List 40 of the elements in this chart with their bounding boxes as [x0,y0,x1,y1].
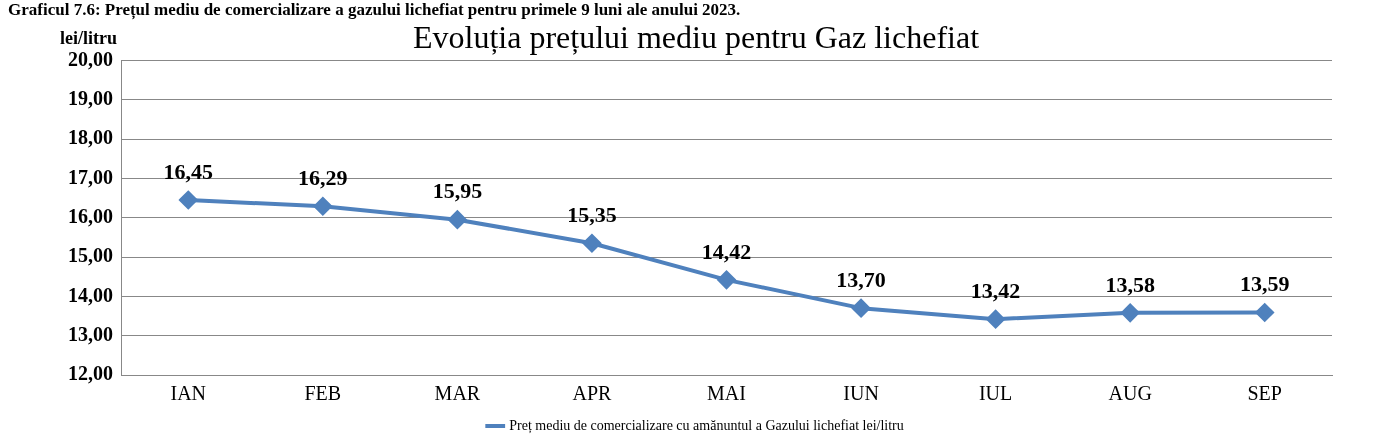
point [986,310,1005,329]
x-tick-label: APR [572,382,613,405]
x-tick-label: IUL [978,382,1013,405]
y-tick-label: 14,00 [68,283,113,306]
y-tick-label: 17,00 [68,165,113,188]
y-tick-label: 15,00 [68,244,113,267]
data-label: 13,59 [1239,271,1290,297]
x-tick-label: SEP [1247,382,1282,405]
x-tick-label: MAI [707,382,746,405]
x-tick-label: IAN [170,382,207,405]
y-tick-label: 13,00 [68,322,113,345]
data-label: 16,29 [298,164,348,190]
text: Graficul 7.6: Prețul mediu de comercializare a gazului lichefiat pentru primele 9 luni ale anului 2023. [7,0,742,20]
y-tick-label: 20,00 [68,47,113,70]
data-label: 13,70 [836,266,886,292]
data-label: 14,42 [701,238,752,264]
chart-title: Evoluția prețului mediu pentru Gaz lichefiat [412,18,980,55]
y-tick-label: 16,00 [68,204,113,227]
y-axis-title: lei/litru [60,28,117,49]
legend-label: Preț mediu de comercializare cu amănuntul a Gazului lichefiat lei/litru [509,417,904,434]
x-tick-label: AUG [1108,382,1152,405]
x-tick-label: IUN [843,382,879,405]
data-label: 13,58 [1105,271,1155,297]
point [1121,303,1140,322]
point [582,234,601,253]
y-tick-label: 19,00 [68,86,113,109]
data-label: 15,35 [567,201,617,227]
point [852,299,871,318]
point [179,191,198,209]
point [1255,303,1274,322]
data-label: 15,95 [432,178,483,204]
point [717,270,736,289]
y-tick-label: 12,00 [68,362,113,385]
data-label: 16,45 [163,158,214,184]
x-tick-label: MAR [434,382,481,405]
point [313,197,332,216]
x-tick-label: FEB [304,382,342,405]
y-tick-label: 18,00 [68,126,113,149]
point [448,210,467,229]
data-label: 13,42 [970,277,1021,303]
